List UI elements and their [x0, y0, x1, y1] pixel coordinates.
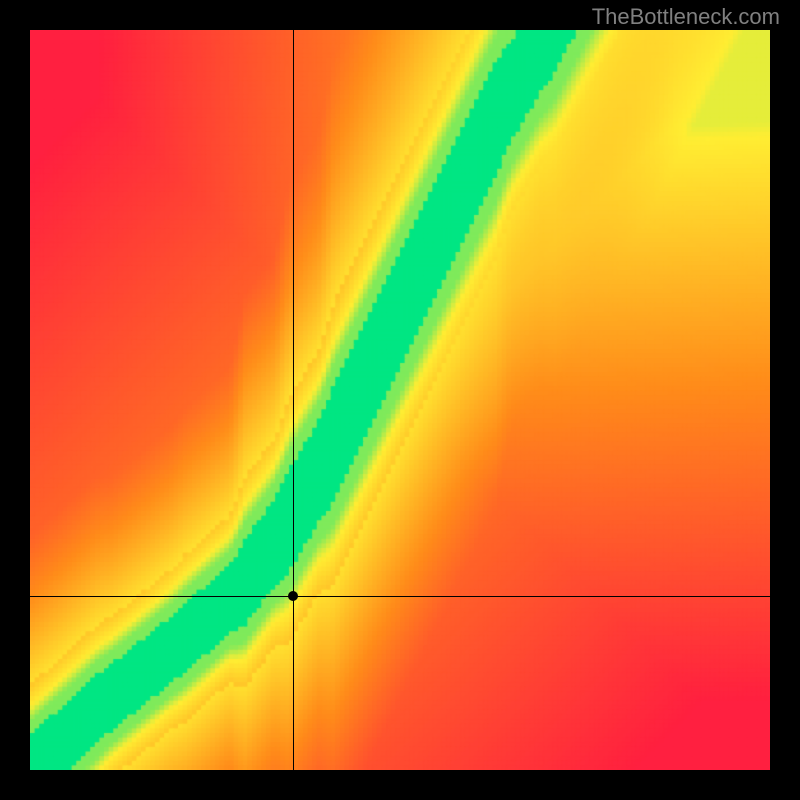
crosshair-vertical — [293, 30, 294, 770]
crosshair-marker — [288, 591, 298, 601]
heatmap-canvas — [30, 30, 770, 770]
watermark-text: TheBottleneck.com — [592, 4, 780, 30]
heatmap-plot — [30, 30, 770, 770]
crosshair-horizontal — [30, 596, 770, 597]
